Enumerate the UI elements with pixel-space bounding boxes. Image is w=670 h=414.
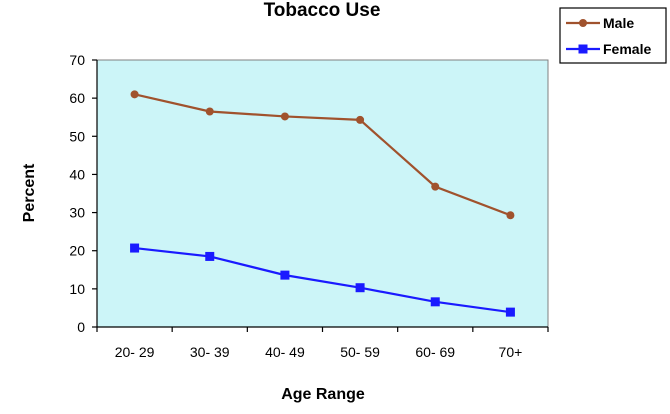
x-tick-label: 30- 39 [190, 344, 230, 360]
series-line-female [134, 246, 511, 314]
x-tick-label: 70+ [499, 344, 523, 360]
series-female [130, 243, 515, 317]
data-point-female [430, 297, 440, 307]
legend-marker-male [579, 19, 587, 27]
y-tick-label: 70 [69, 52, 85, 68]
y-axis-title: Percent [21, 163, 38, 222]
data-point-female [505, 307, 515, 317]
series-layer [130, 90, 515, 317]
legend-label-male: Male [603, 15, 634, 31]
legend-item-male: Male [566, 15, 634, 31]
y-tick-label: 40 [69, 166, 85, 182]
legend-box [559, 7, 667, 64]
x-tick-label: 40- 49 [265, 344, 305, 360]
y-tick-label: 0 [77, 319, 85, 335]
y-tick-label: 30 [69, 205, 85, 221]
x-tick-label: 60- 69 [415, 344, 455, 360]
x-tick-label: 50- 59 [340, 344, 380, 360]
series-line-male [134, 93, 511, 217]
data-point-male [130, 90, 139, 99]
y-tick-label: 10 [69, 281, 85, 297]
data-point-female [280, 270, 290, 280]
data-point-male [506, 211, 515, 220]
series-male [130, 90, 515, 220]
y-axis: 0 10 20 30 40 50 60 70 [69, 52, 98, 335]
data-point-male [431, 182, 440, 191]
data-point-female [355, 283, 365, 293]
data-point-male [356, 115, 365, 124]
chart-title: Tobacco Use [264, 0, 381, 21]
y-tick-label: 60 [69, 90, 85, 106]
data-point-female [130, 243, 140, 253]
data-point-male [280, 112, 289, 121]
x-tick-label: 20- 29 [115, 344, 155, 360]
y-tick-label: 50 [69, 128, 85, 144]
data-point-male [205, 107, 214, 116]
x-axis: 20- 29 30- 39 40- 49 50- 59 60- 69 70+ [96, 326, 549, 360]
y-tick-label: 20 [69, 243, 85, 259]
legend: Male Female [559, 7, 667, 64]
legend-item-female: Female [566, 41, 651, 57]
legend-label-female: Female [603, 41, 651, 57]
data-point-female [205, 251, 215, 261]
plot-area [96, 59, 549, 328]
x-axis-title: Age Range [281, 386, 365, 403]
legend-marker-female [578, 44, 588, 54]
